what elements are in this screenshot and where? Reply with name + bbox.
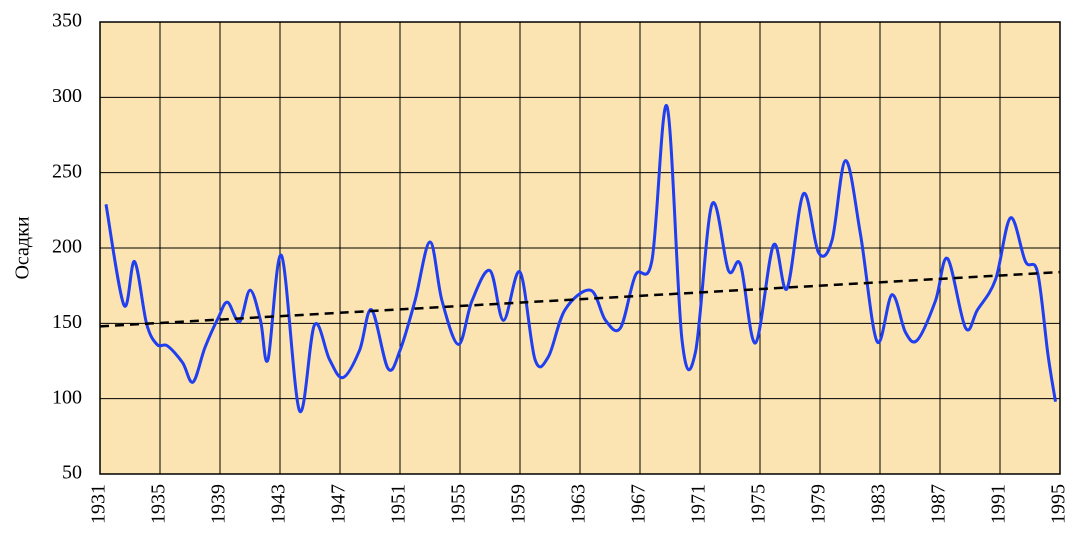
y-tick-label: 350 [52,10,82,32]
x-tick-label: 1943 [268,484,290,524]
x-tick-label: 1939 [208,484,230,524]
x-tick-label: 1991 [988,484,1010,524]
y-tick-label: 300 [52,85,82,107]
x-tick-label: 1963 [568,484,590,524]
y-tick-label: 200 [52,236,82,258]
x-tick-label: 1951 [388,484,410,524]
y-tick-label: 50 [62,462,82,484]
y-tick-label: 100 [52,386,82,408]
data-line [104,104,1057,414]
x-tick-label: 1947 [328,484,350,524]
x-tick-label: 1967 [628,484,650,524]
trend-line [99,270,1061,328]
x-tick-label: 1975 [748,484,770,524]
y-axis-label: Осадки [12,216,34,279]
y-tick-label: 250 [52,160,82,182]
x-tick-label: 1995 [1048,484,1066,524]
y-tick-label: 150 [52,311,82,333]
x-tick-label: 1983 [868,484,890,524]
x-tick-label: 1931 [88,484,110,524]
plot-border [99,21,1061,475]
x-tick-label: 1935 [148,484,170,524]
x-tick-label: 1987 [928,484,950,524]
x-tick-label: 1959 [508,484,530,524]
x-tick-label: 1971 [688,484,710,524]
x-tick-label: 1955 [448,484,470,524]
x-tick-label: 1979 [808,484,830,524]
